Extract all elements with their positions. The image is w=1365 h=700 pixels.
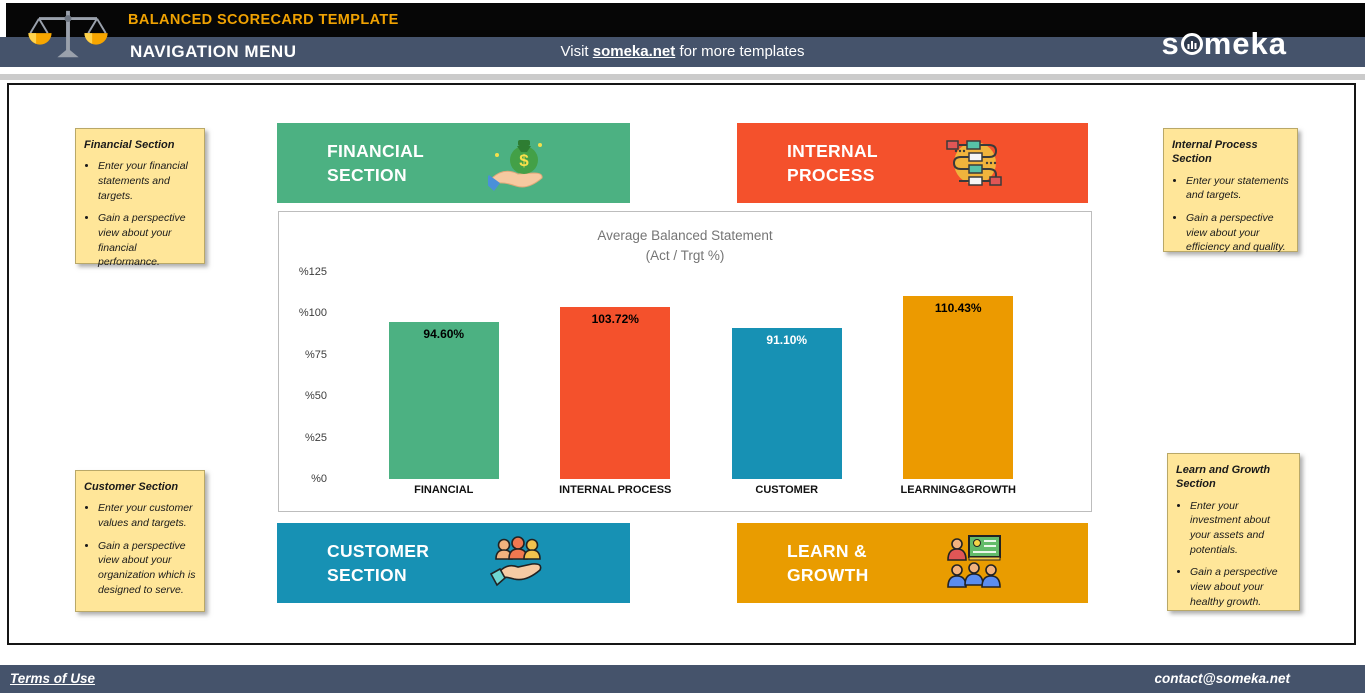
logo-chart-o-icon bbox=[1180, 33, 1203, 55]
note-title: Learn and Growth Section bbox=[1176, 464, 1271, 491]
terms-of-use-link[interactable]: Terms of Use bbox=[10, 671, 96, 686]
visit-text: Visit someka.net for more templates bbox=[0, 37, 1365, 67]
y-axis-tick: %25 bbox=[304, 431, 327, 444]
y-axis-tick: %0 bbox=[311, 472, 327, 485]
note-bullet: Enter your customer values and targets. bbox=[98, 501, 197, 530]
balanced-statement-chart: Average Balanced Statement (Act / Trgt %… bbox=[278, 211, 1092, 512]
internal-process-button[interactable]: INTERNAL PROCESS bbox=[737, 123, 1088, 203]
divider-strip bbox=[0, 74, 1365, 80]
note-bullet: Enter your financial statements and targ… bbox=[98, 159, 197, 203]
chart-title-line1: Average Balanced Statement bbox=[597, 228, 773, 243]
button-label: INTERNAL PROCESS bbox=[787, 139, 878, 187]
chart-title-line2: (Act / Trgt %) bbox=[645, 247, 725, 263]
training-board-icon bbox=[947, 535, 1001, 588]
note-title: Internal Process Section bbox=[1172, 139, 1258, 166]
button-label: FINANCIAL SECTION bbox=[327, 139, 424, 187]
nav-menu-title: NAVIGATION MENU bbox=[130, 42, 297, 61]
category-label: CUSTOMER bbox=[755, 484, 819, 496]
bar-value-label: 110.43% bbox=[934, 301, 982, 316]
note-bullet: Gain a perspective view about your effic… bbox=[1186, 211, 1290, 255]
svg-text:$: $ bbox=[519, 151, 529, 170]
chart-title: Average Balanced Statement (Act / Trgt %… bbox=[279, 226, 1091, 265]
button-label-line2: SECTION bbox=[327, 165, 407, 185]
someka-net-link[interactable]: someka.net bbox=[592, 43, 676, 60]
note-title: Customer Section bbox=[84, 481, 179, 493]
customers-hand-icon bbox=[489, 536, 542, 587]
note-bullet: Gain a perspective view about your healt… bbox=[1190, 565, 1292, 609]
customer-section-button[interactable]: CUSTOMER SECTION bbox=[277, 523, 630, 603]
chart-bar-learning-growth: 110.43% bbox=[903, 296, 1014, 479]
bar-value-label: 103.72% bbox=[591, 312, 639, 327]
y-axis: %125 %100 %75 %50 %25 %0 bbox=[283, 264, 327, 487]
y-axis-tick: %100 bbox=[298, 307, 327, 320]
money-bag-hand-icon: $ bbox=[488, 140, 543, 191]
button-label-line1: FINANCIAL bbox=[327, 141, 424, 161]
chart-bar-financial: 94.60% bbox=[388, 322, 499, 479]
logo-text-right: meka bbox=[1203, 26, 1287, 61]
y-axis-tick: %125 bbox=[298, 266, 327, 278]
y-axis-tick: %50 bbox=[304, 390, 327, 403]
someka-logo[interactable]: s meka bbox=[1161, 26, 1287, 62]
button-label: CUSTOMER SECTION bbox=[327, 539, 429, 587]
plot-area: 94.60% FINANCIAL 103.72% INTERNAL PROCES… bbox=[358, 272, 1045, 496]
note-title: Financial Section bbox=[84, 139, 175, 151]
note-bullet: Enter your statements and targets. bbox=[1186, 174, 1290, 203]
button-label-line1: LEARN & bbox=[787, 541, 867, 561]
note-bullet: Enter your investment about your assets … bbox=[1190, 499, 1292, 558]
bar-slot-learning-growth: 110.43% LEARNING&GROWTH bbox=[873, 272, 1045, 496]
chart-bar-internal-process: 103.72% bbox=[560, 307, 671, 479]
category-label: INTERNAL PROCESS bbox=[559, 484, 672, 496]
financial-section-button[interactable]: FINANCIAL SECTION $ bbox=[277, 123, 630, 203]
logo-text-left: s bbox=[1161, 26, 1180, 61]
visit-suffix: for more templates bbox=[675, 43, 805, 60]
page-title: BALANCED SCORECARD TEMPLATE bbox=[128, 12, 399, 28]
process-flowchart-icon bbox=[946, 140, 1002, 186]
button-label-line2: PROCESS bbox=[787, 165, 875, 185]
button-label-line1: CUSTOMER bbox=[327, 541, 430, 561]
y-axis-tick: %75 bbox=[304, 348, 327, 361]
visit-prefix: Visit bbox=[560, 43, 593, 60]
note-bullet: Gain a perspective view about your finan… bbox=[98, 211, 197, 270]
bar-value-label: 91.10% bbox=[766, 333, 808, 348]
learn-growth-button[interactable]: LEARN & GROWTH bbox=[737, 523, 1088, 603]
button-label: LEARN & GROWTH bbox=[787, 539, 869, 587]
note-customer-section: Customer Section Enter your customer val… bbox=[75, 470, 205, 612]
note-learn-growth-section: Learn and Growth Section Enter your inve… bbox=[1167, 453, 1300, 611]
contact-email-link[interactable]: contact@someka.net bbox=[1154, 671, 1290, 686]
button-label-line2: GROWTH bbox=[787, 565, 869, 585]
chart-bar-customer: 91.10% bbox=[731, 328, 842, 479]
top-black-bar bbox=[6, 3, 1365, 37]
note-internal-process-section: Internal Process Section Enter your stat… bbox=[1163, 128, 1298, 255]
button-label-line2: SECTION bbox=[327, 565, 407, 585]
bar-slot-internal-process: 103.72% INTERNAL PROCESS bbox=[530, 272, 702, 496]
bar-value-label: 94.60% bbox=[423, 327, 465, 342]
navigation-bar bbox=[0, 37, 1365, 67]
button-label-line1: INTERNAL bbox=[787, 141, 878, 161]
note-bullet: Gain a perspective view about your organ… bbox=[98, 539, 197, 598]
balance-scale-icon bbox=[28, 10, 108, 58]
category-label: LEARNING&GROWTH bbox=[900, 484, 1017, 496]
bar-slot-customer: 91.10% CUSTOMER bbox=[701, 272, 873, 496]
footer-bar bbox=[0, 665, 1365, 693]
bar-slot-financial: 94.60% FINANCIAL bbox=[358, 272, 530, 496]
category-label: FINANCIAL bbox=[414, 484, 474, 496]
note-financial-section: Financial Section Enter your financial s… bbox=[75, 128, 205, 268]
